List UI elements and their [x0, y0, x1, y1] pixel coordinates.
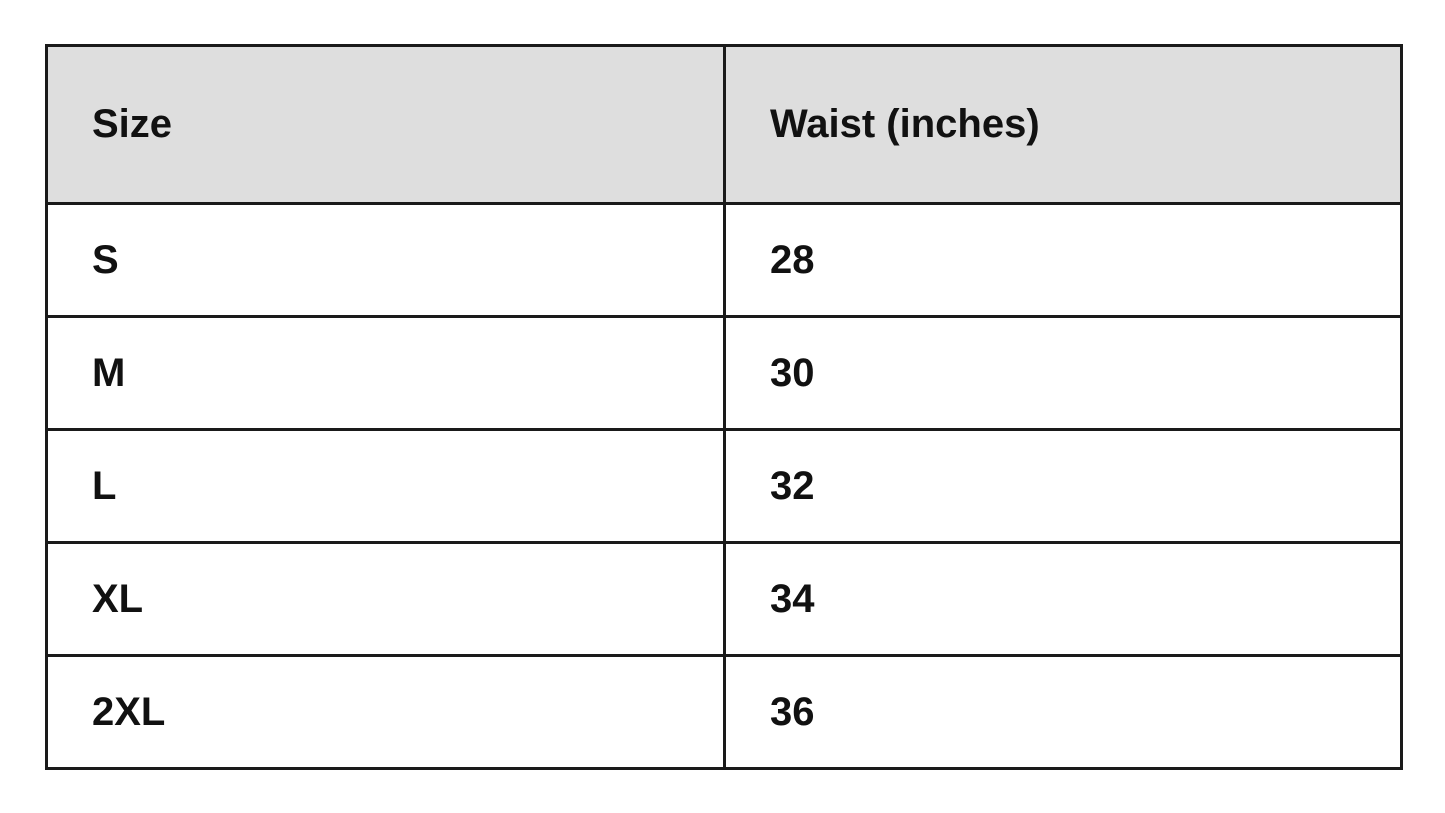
size-cell: XL — [45, 541, 726, 657]
table-row: M 30 — [45, 315, 1403, 431]
waist-cell: 30 — [723, 315, 1403, 431]
waist-cell: 32 — [723, 428, 1403, 544]
table-row: 2XL 36 — [45, 654, 1403, 770]
waist-cell: 34 — [723, 541, 1403, 657]
size-cell: L — [45, 428, 726, 544]
header-waist: Waist (inches) — [723, 44, 1403, 205]
header-size: Size — [45, 44, 726, 205]
size-cell: 2XL — [45, 654, 726, 770]
size-cell: M — [45, 315, 726, 431]
table-row: S 28 — [45, 202, 1403, 318]
size-chart-table: Size Waist (inches) S 28 M 30 L 32 XL 34 2XL 36 — [45, 44, 1403, 770]
header-row: Size Waist (inches) — [45, 44, 1403, 205]
waist-cell: 28 — [723, 202, 1403, 318]
table-row: XL 34 — [45, 541, 1403, 657]
table-row: L 32 — [45, 428, 1403, 544]
waist-cell: 36 — [723, 654, 1403, 770]
size-cell: S — [45, 202, 726, 318]
